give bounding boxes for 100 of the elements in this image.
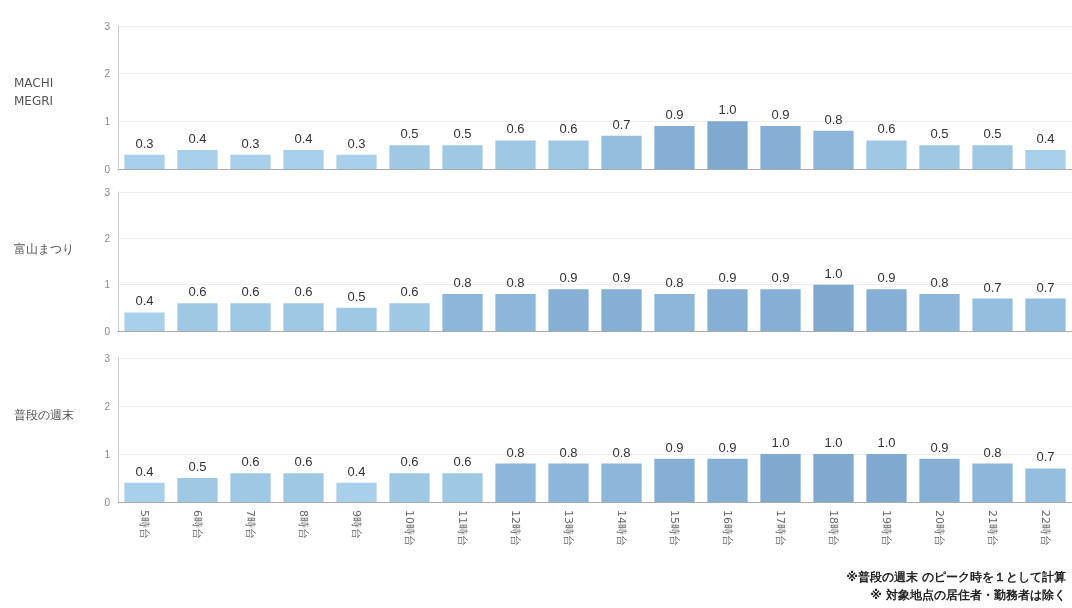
data-label: 0.4 [188, 130, 207, 146]
data-label: 0.4 [294, 130, 313, 146]
bar [177, 303, 218, 331]
data-label: 1.0 [771, 435, 790, 450]
y-axis-title: MACHI MEGRI [14, 75, 55, 110]
bar [866, 140, 907, 169]
bar [707, 289, 748, 331]
text: ※ 対象地点の居住者・勤務者は除く [869, 587, 1066, 604]
bar [442, 293, 483, 331]
x-tick-label: 12時台 [509, 510, 522, 546]
data-label: 0.6 [506, 121, 525, 137]
y-tick-label: 3 [104, 186, 111, 198]
data-label: 0.4 [135, 293, 154, 309]
data-label: 0.3 [241, 135, 260, 151]
x-tick-label: 5時台 [138, 510, 151, 539]
data-label: 0.9 [771, 270, 790, 286]
bar [495, 463, 536, 502]
y-tick-label: 2 [104, 232, 111, 244]
data-label: 0.8 [506, 444, 525, 460]
bar [601, 289, 642, 331]
data-label: 0.6 [559, 121, 578, 137]
bar [813, 284, 854, 331]
data-label: 0.6 [453, 454, 472, 470]
bar [707, 121, 748, 169]
data-label: 0.3 [347, 135, 366, 151]
y-tick-label: 0 [104, 325, 111, 337]
y-tick-label: 2 [104, 400, 111, 412]
x-tick-label: 7時台 [244, 510, 257, 539]
data-label: 0.6 [241, 284, 260, 300]
x-tick-label: 9時台 [350, 510, 363, 539]
data-label: 0.9 [665, 107, 684, 123]
data-label: 0.6 [188, 284, 207, 300]
data-label: 0.4 [347, 463, 366, 479]
x-tick-label: 13時台 [562, 510, 575, 546]
data-label: 0.9 [612, 270, 631, 286]
bar [336, 482, 377, 502]
bar [1025, 149, 1066, 169]
data-label: 0.8 [453, 274, 472, 290]
data-label: 1.0 [824, 265, 843, 281]
data-label: 1.0 [824, 435, 843, 450]
data-label: 0.9 [930, 439, 949, 455]
x-tick-label: 11時台 [456, 510, 469, 546]
bar [283, 473, 324, 502]
data-label: 0.9 [718, 439, 737, 455]
data-label: 0.7 [1036, 279, 1055, 295]
data-label: 0.6 [877, 121, 896, 137]
bar [230, 473, 271, 502]
bar [1025, 468, 1066, 502]
bar [389, 473, 430, 502]
x-tick-label: 20時台 [933, 510, 946, 546]
bar [919, 293, 960, 331]
x-tick-label: 18時台 [827, 510, 840, 546]
bar [972, 463, 1013, 502]
x-tick-label: 19時台 [880, 510, 893, 546]
y-tick-label: 1 [104, 279, 111, 291]
bar [707, 458, 748, 502]
x-tick-label: 10時台 [403, 510, 416, 546]
bar [813, 454, 854, 502]
data-label: 0.5 [188, 459, 207, 474]
data-label: 0.4 [1036, 130, 1055, 146]
y-tick-label: 0 [104, 163, 111, 175]
y-axis-title: 普段の週末 [14, 407, 75, 424]
x-tick-label: 21時台 [986, 510, 999, 546]
bar [601, 463, 642, 502]
bar [124, 312, 165, 331]
x-tick-label: 22時台 [1039, 510, 1052, 546]
bar [548, 463, 589, 502]
data-label: 0.6 [400, 284, 419, 300]
data-label: 0.9 [877, 270, 896, 286]
data-label: 0.8 [983, 444, 1002, 460]
bar [919, 145, 960, 169]
bar [919, 458, 960, 502]
data-label: 0.6 [294, 454, 313, 470]
bar [124, 482, 165, 502]
y-tick-label: 1 [104, 448, 111, 460]
data-label: 0.7 [983, 279, 1002, 295]
data-label: 0.6 [400, 454, 419, 470]
y-tick-label: 2 [104, 68, 111, 80]
data-label: 0.9 [665, 439, 684, 455]
data-label: 0.8 [930, 274, 949, 290]
y-axis-title: 富山まつり [14, 241, 75, 258]
bar [389, 303, 430, 331]
data-label: 1.0 [718, 102, 737, 118]
bar [230, 154, 271, 169]
bar [1025, 298, 1066, 331]
data-label: 0.8 [824, 111, 843, 127]
bar [813, 130, 854, 169]
text: ※普段の週末 のピーク時を１として計算 [846, 569, 1066, 586]
data-label: 0.9 [718, 270, 737, 286]
data-label: 0.7 [612, 116, 631, 132]
bar [283, 149, 324, 169]
x-tick-label: 15時台 [668, 510, 681, 546]
bar [495, 140, 536, 169]
x-tick-label: 16時台 [721, 510, 734, 546]
bar [866, 454, 907, 502]
bar [177, 478, 218, 502]
bar [866, 289, 907, 331]
bar [548, 289, 589, 331]
bar [442, 145, 483, 169]
x-tick-label: 17時台 [774, 510, 787, 546]
